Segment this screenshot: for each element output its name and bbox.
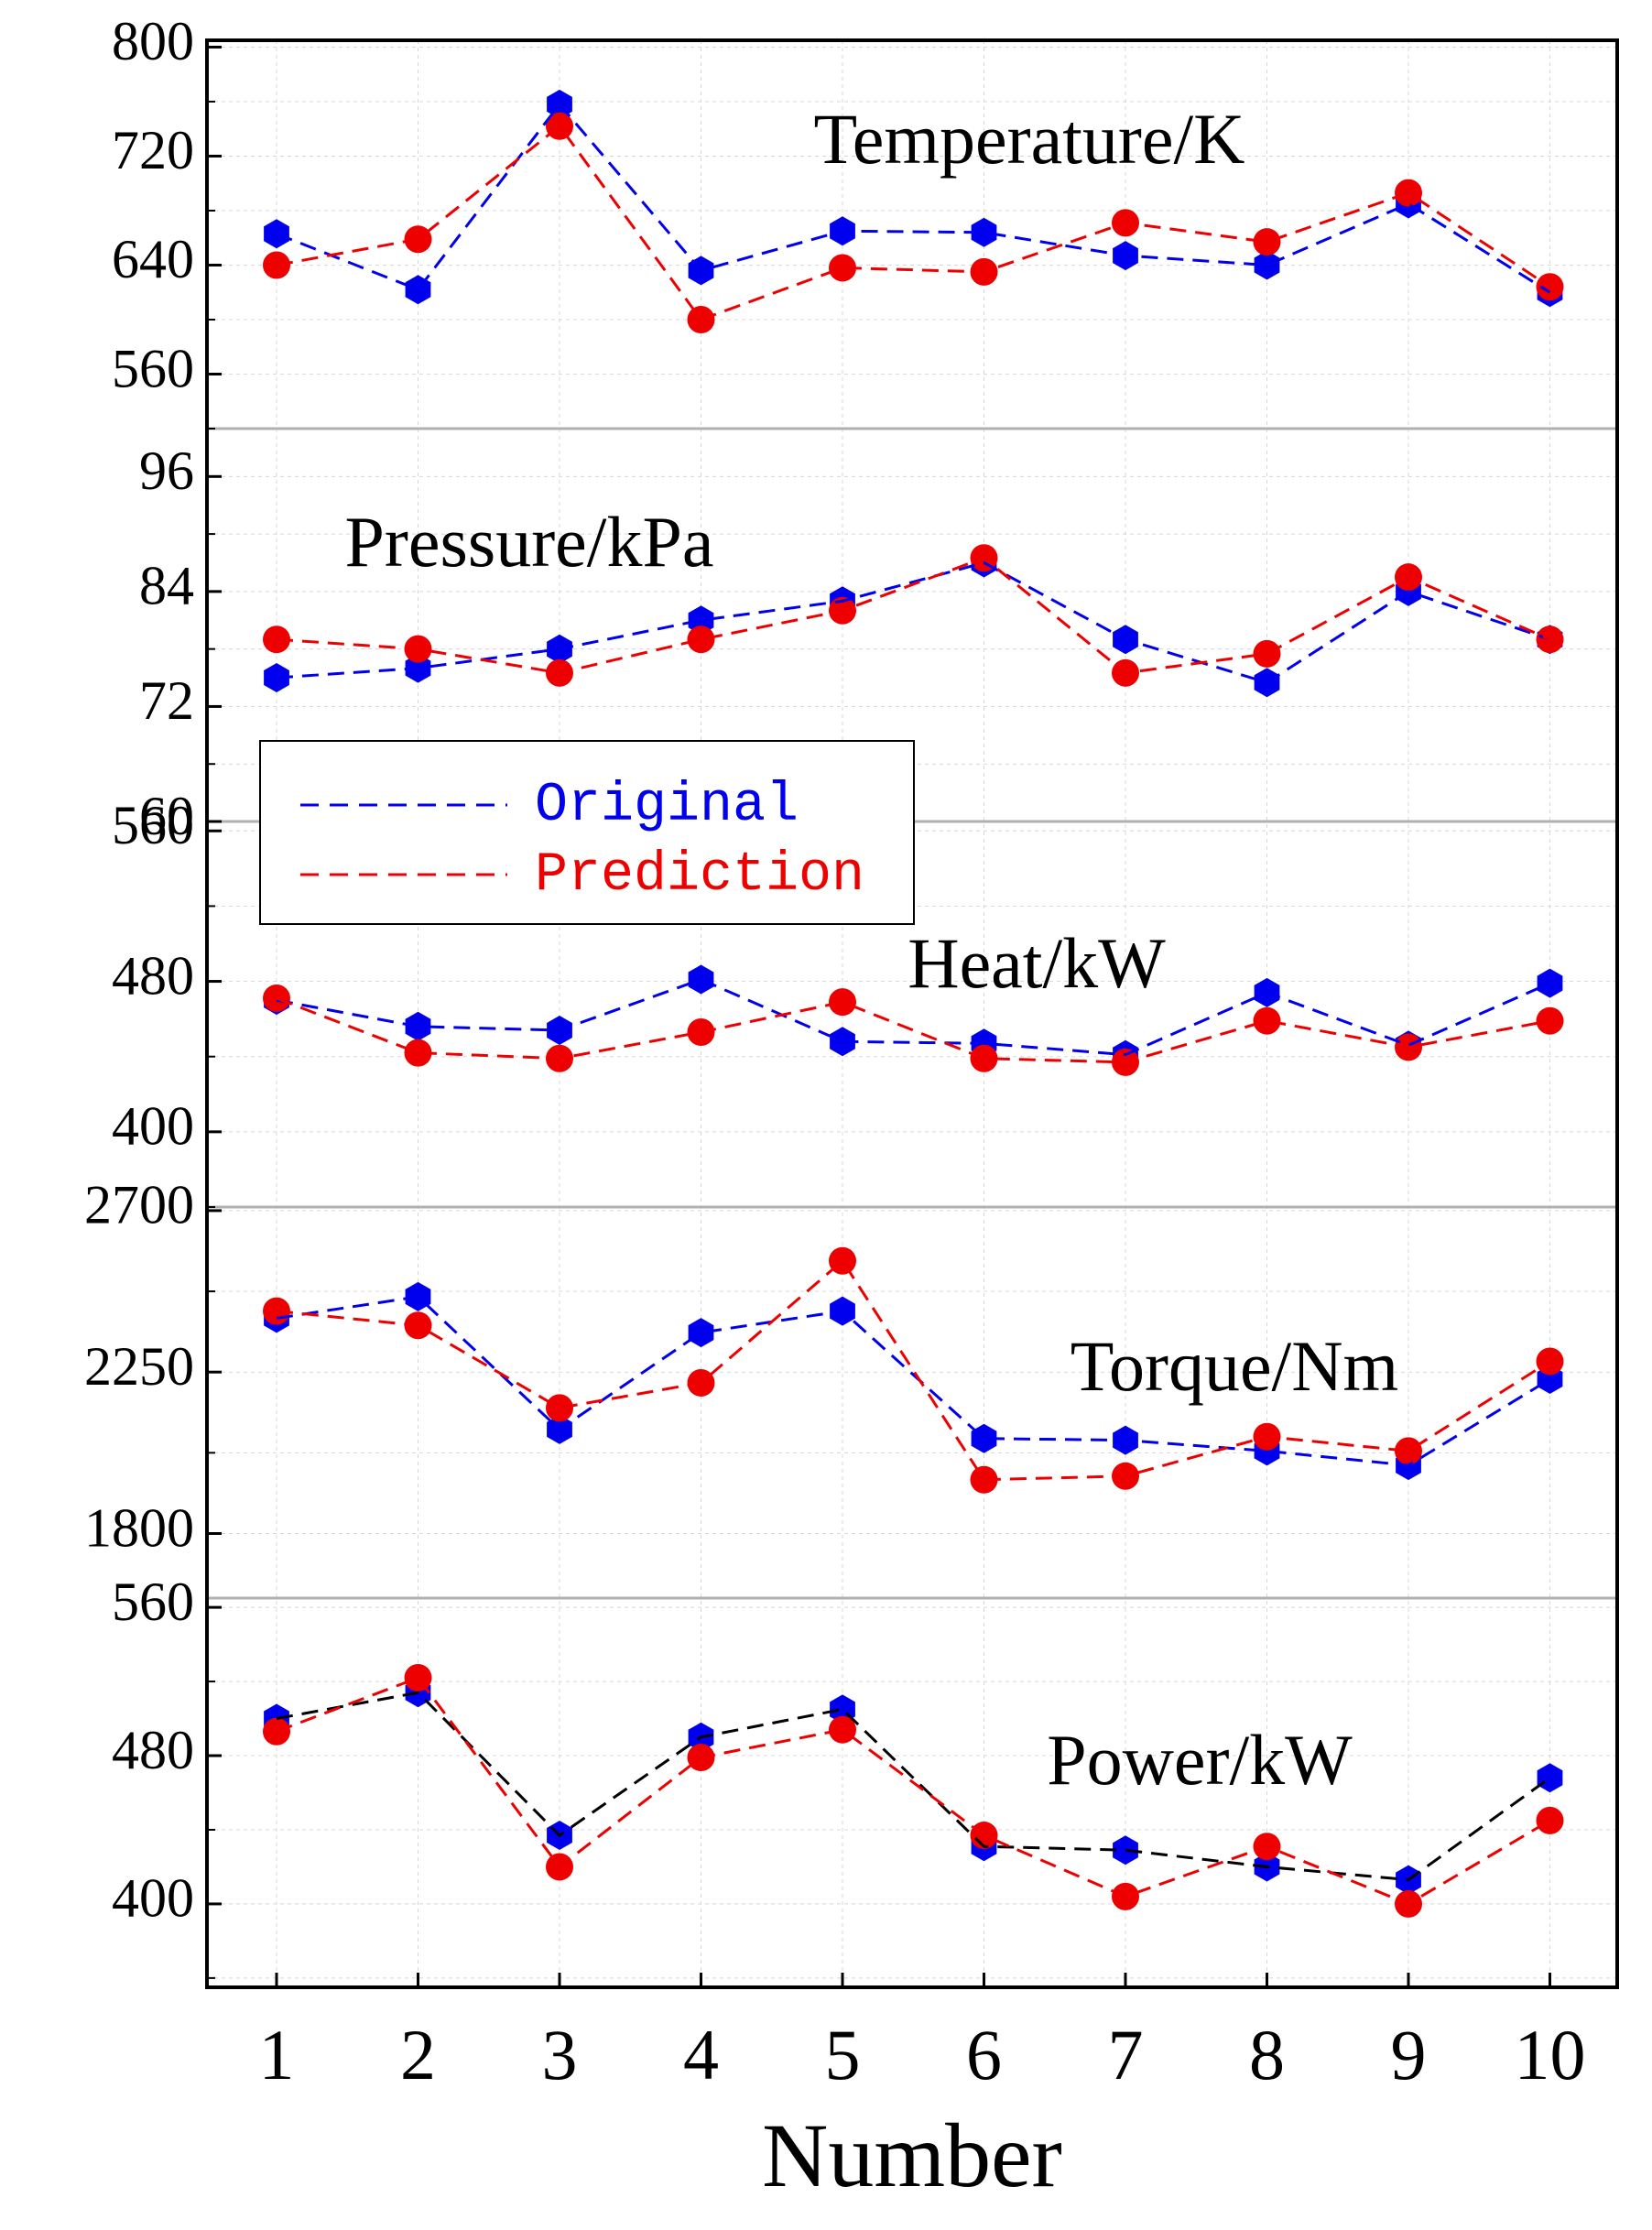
y-tick-label: 1800 xyxy=(84,1497,194,1558)
y-tick-label: 60 xyxy=(139,786,194,846)
panel-title: Power/kW xyxy=(1047,1720,1353,1800)
prediction-point xyxy=(404,1664,432,1692)
x-axis-label: Number xyxy=(762,2105,1062,2206)
original-point xyxy=(1537,968,1563,998)
x-tick-label: 5 xyxy=(825,2015,861,2094)
prediction-point xyxy=(1253,639,1281,668)
prediction-point xyxy=(1536,1806,1564,1834)
y-tick-label: 84 xyxy=(139,556,194,616)
panel-5 xyxy=(263,1664,1564,1918)
prediction-point xyxy=(829,1715,856,1744)
original-point xyxy=(688,1318,714,1348)
panel-2 xyxy=(263,544,1564,698)
x-tick-label: 4 xyxy=(683,2015,719,2094)
panel-1 xyxy=(263,89,1564,333)
x-tick-label: 7 xyxy=(1108,2015,1144,2094)
y-tick-label: 72 xyxy=(139,670,194,731)
prediction-point xyxy=(970,1465,998,1494)
original-line xyxy=(276,1295,1551,1467)
y-tick-label: 2250 xyxy=(84,1336,194,1397)
y-tick-label: 400 xyxy=(112,1096,194,1157)
axis-layer xyxy=(205,38,1619,1989)
x-tick-label: 6 xyxy=(966,2015,1002,2094)
x-tick-label: 2 xyxy=(400,2015,436,2094)
prediction-point xyxy=(829,254,856,282)
legend-box xyxy=(259,740,915,925)
x-tick-label: 8 xyxy=(1249,2015,1285,2094)
original-line xyxy=(276,560,1550,684)
x-tick-label: 1 xyxy=(259,2015,295,2094)
original-point xyxy=(1537,1763,1563,1793)
prediction-point xyxy=(1253,1006,1281,1035)
prediction-point xyxy=(546,1394,573,1422)
panel-title: Torque/Nm xyxy=(1071,1326,1398,1406)
y-tick-label: 96 xyxy=(139,441,194,501)
y-tick-label: 480 xyxy=(112,945,194,1006)
y-tick-label: 560 xyxy=(112,795,194,855)
legend-prediction-label: Prediction xyxy=(535,844,864,907)
prediction-line xyxy=(276,556,1551,675)
panel-title: Pressure/kPa xyxy=(345,502,714,582)
y-tick-label: 800 xyxy=(112,11,194,71)
panel-4 xyxy=(263,1246,1564,1494)
panel-3 xyxy=(263,964,1564,1076)
y-tick-label: 560 xyxy=(112,338,194,398)
legend-original-label: Original xyxy=(535,775,799,837)
prediction-point xyxy=(1253,228,1281,256)
prediction-line xyxy=(276,1258,1551,1482)
y-tick-label: 480 xyxy=(112,1720,194,1780)
original-line xyxy=(276,1691,1551,1882)
prediction-point xyxy=(829,988,856,1017)
original-point xyxy=(1254,250,1280,280)
panel-title: Temperature/K xyxy=(814,99,1245,179)
x-tick-label: 9 xyxy=(1391,2015,1427,2094)
prediction-point xyxy=(1395,1437,1422,1465)
prediction-line xyxy=(276,1676,1551,1906)
y-tick-label: 2700 xyxy=(84,1175,194,1235)
original-point xyxy=(1113,1835,1138,1866)
x-tick-label: 3 xyxy=(542,2015,578,2094)
y-tick-label: 400 xyxy=(112,1868,194,1929)
x-tick-label: 10 xyxy=(1515,2015,1586,2094)
label-layer: 560640720800Temperature/K60728496Pressur… xyxy=(84,11,1586,2206)
y-tick-label: 560 xyxy=(112,1572,194,1632)
series-layer xyxy=(263,89,1564,1918)
prediction-point xyxy=(1395,179,1422,207)
original-point xyxy=(688,964,714,995)
y-tick-label: 640 xyxy=(112,229,194,289)
original-line xyxy=(276,977,1551,1057)
y-tick-label: 720 xyxy=(112,120,194,180)
legend: Original Prediction xyxy=(259,740,915,925)
prediction-point xyxy=(404,1039,432,1067)
prediction-point xyxy=(687,625,715,654)
prediction-line xyxy=(276,124,1551,321)
plot-frame xyxy=(205,38,1619,1989)
original-line xyxy=(276,102,1551,294)
original-point xyxy=(971,217,997,247)
panel-title: Heat/kW xyxy=(908,923,1166,1003)
